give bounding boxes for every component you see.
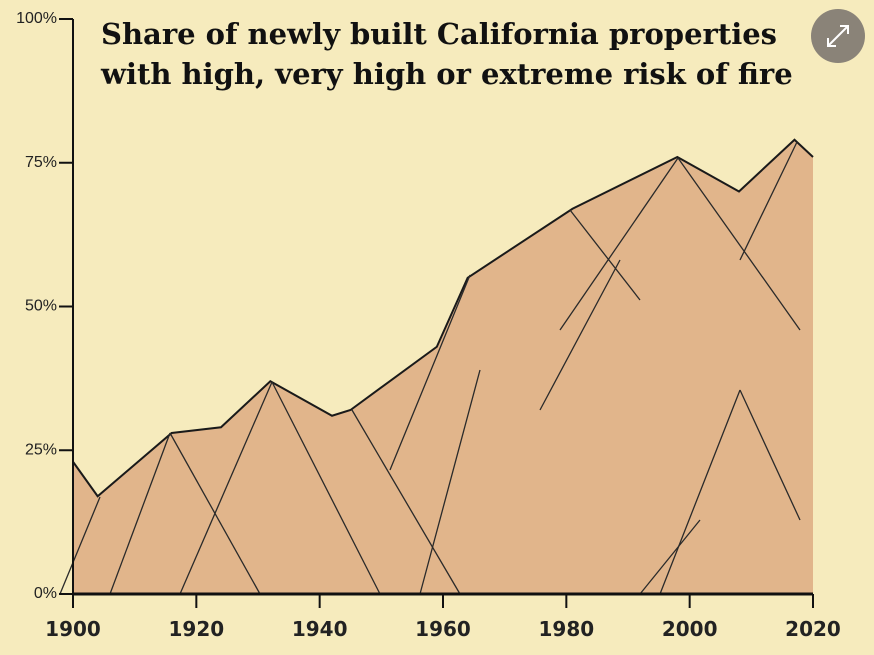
area <box>73 139 813 594</box>
decoration <box>569 209 641 301</box>
x-tick-label: 2020 <box>785 617 841 641</box>
decoration <box>739 389 801 521</box>
chart-title: Share of newly built California properti… <box>101 17 777 51</box>
decoration <box>271 381 381 595</box>
decoration <box>539 259 621 411</box>
expand-button[interactable] <box>811 9 865 63</box>
plot-area <box>59 138 814 595</box>
y-tick-label: 0% <box>34 585 57 602</box>
decoration <box>169 432 261 595</box>
x-tick-label: 1940 <box>292 617 348 641</box>
decoration <box>109 432 171 595</box>
decoration <box>389 274 471 471</box>
y-tick-label: 25% <box>25 441 57 458</box>
decoration <box>59 496 101 595</box>
decoration <box>659 389 741 595</box>
ridge-line <box>72 138 814 498</box>
decoration <box>351 409 461 595</box>
decoration <box>739 141 798 261</box>
decoration <box>559 157 679 331</box>
x-tick-label: 2000 <box>662 617 718 641</box>
expand-icon[interactable] <box>827 25 849 47</box>
y-tick-label: 50% <box>25 298 57 315</box>
x-tick-label: 1960 <box>415 617 471 641</box>
decoration <box>639 519 701 595</box>
decoration <box>179 381 273 595</box>
x-tick-label: 1980 <box>538 617 594 641</box>
decoration <box>419 369 481 595</box>
y-tick-label: 75% <box>25 154 57 171</box>
x-tick-label: 1900 <box>45 617 101 641</box>
chart-title: with high, very high or extreme risk of … <box>100 57 793 91</box>
decoration <box>677 157 801 331</box>
x-tick-label: 1920 <box>168 617 224 641</box>
y-tick-label: 100% <box>16 10 57 27</box>
